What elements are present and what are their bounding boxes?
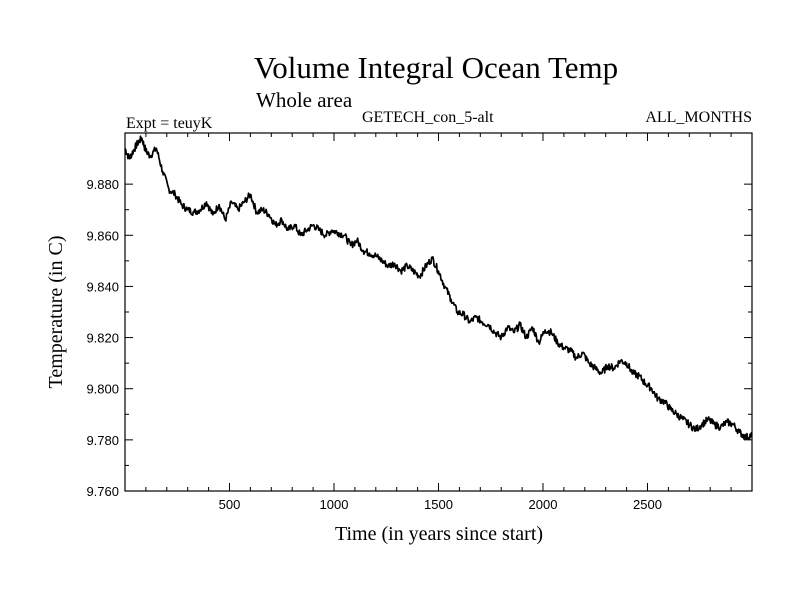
plot-frame [124, 132, 753, 492]
x-tick-label-1: 1000 [320, 497, 349, 512]
x-tick-label-4: 2500 [633, 497, 662, 512]
y-tick-label-1: 9.780 [86, 433, 119, 448]
chart-subtitle: Whole area [256, 88, 353, 112]
y-tick-label-6: 9.880 [86, 177, 119, 192]
y-tick-label-0: 9.760 [86, 484, 119, 499]
series-lines [124, 135, 753, 441]
expt-label: Expt = teuyK [126, 115, 213, 132]
y-tick-label-2: 9.800 [86, 382, 119, 397]
x-tick-label-2: 1500 [424, 497, 453, 512]
y-tick-label-5: 9.860 [86, 228, 119, 243]
months-label: ALL_MONTHS [645, 109, 752, 126]
y-tick-label-3: 9.820 [86, 331, 119, 346]
x-tick-label-3: 2000 [529, 497, 558, 512]
chart-title: Volume Integral Ocean Temp [254, 50, 618, 85]
series-line-ocean-temp [124, 135, 753, 441]
y-tick-label-4: 9.840 [86, 279, 119, 294]
y-axis-label: Temperature (in C) [45, 236, 67, 389]
x-axis-label: Time (in years since start) [335, 523, 543, 545]
y-axis-ticks: 9.760 9.780 9.800 9.820 9.840 9.860 9.880 [86, 177, 752, 499]
model-label: GETECH_con_5-alt [362, 109, 494, 126]
x-tick-label-0: 500 [219, 497, 241, 512]
x-axis-ticks: 500 1000 1500 2000 2500 [145, 133, 732, 512]
